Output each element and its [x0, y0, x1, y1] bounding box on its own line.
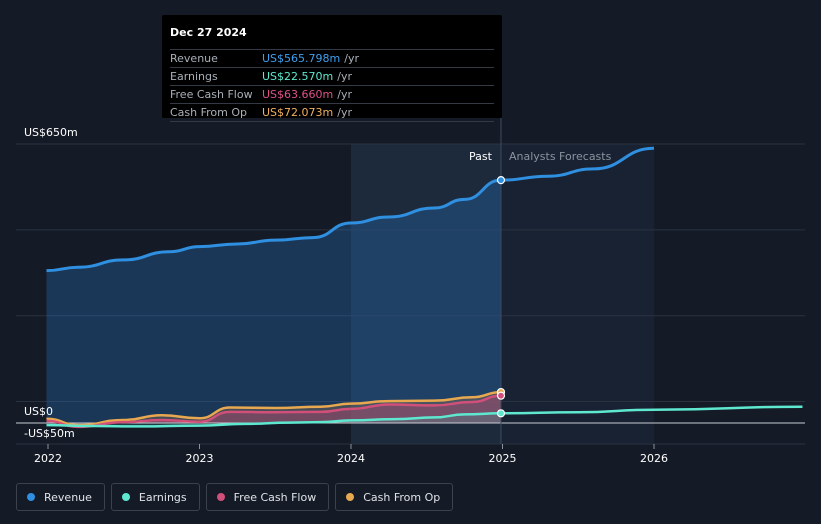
- y-label-bottom: -US$50m: [24, 427, 75, 440]
- tooltip-row-revenue: Revenue US$565.798m /yr: [170, 49, 494, 67]
- past-label: Past: [469, 150, 493, 163]
- tooltip-value: US$63.660m: [262, 88, 334, 101]
- y-label-zero: US$0: [24, 405, 53, 418]
- legend: Revenue Earnings Free Cash Flow Cash Fro…: [16, 483, 454, 513]
- x-tick-label: 2026: [640, 452, 668, 465]
- earnings-forecast-line: [500, 405, 803, 415]
- past-region-highlight: [351, 144, 501, 444]
- forecast-region: [500, 144, 654, 444]
- revenue-area: [46, 180, 501, 423]
- y-label-top: US$650m: [24, 126, 78, 139]
- legend-dot-icon: [27, 493, 35, 501]
- gridlines: [16, 143, 805, 445]
- tooltip-value: US$565.798m: [262, 52, 341, 65]
- tooltip-label: Free Cash Flow: [170, 88, 253, 101]
- earnings-line: [46, 412, 501, 428]
- x-tick-label: 2024: [337, 452, 365, 465]
- legend-item-cash-from-op[interactable]: Cash From Op: [335, 483, 454, 511]
- tooltip-unit: /yr: [337, 88, 352, 101]
- legend-dot-icon: [121, 493, 130, 501]
- free-cash-flow-marker: [496, 391, 506, 400]
- tooltip-label: Revenue: [170, 52, 218, 65]
- legend-item-revenue[interactable]: Revenue: [16, 483, 105, 511]
- free-cash-flow-line: [46, 394, 502, 429]
- x-tick-label: 2022: [34, 452, 62, 465]
- series-markers: [496, 176, 506, 418]
- tooltip-unit: /yr: [344, 52, 359, 65]
- tooltip-unit: /yr: [337, 70, 352, 83]
- revenue-line: [46, 178, 502, 273]
- legend-label: Revenue: [44, 490, 92, 504]
- tooltip-value: US$72.073m: [262, 106, 334, 119]
- legend-label: Free Cash Flow: [233, 490, 317, 504]
- cash-from-op-line: [46, 390, 502, 427]
- tooltip-value: US$22.570m: [262, 70, 334, 83]
- tooltip-date: Dec 27 2024: [170, 26, 247, 39]
- tooltip: Dec 27 2024 Revenue US$565.798m /yr Earn…: [162, 15, 502, 122]
- earnings-marker: [496, 409, 506, 418]
- tooltip-row-free-cash-flow: Free Cash Flow US$63.660m /yr: [170, 85, 494, 103]
- legend-dot-icon: [216, 493, 225, 501]
- revenue-forecast-line: [500, 146, 655, 182]
- tooltip-unit: /yr: [337, 106, 352, 119]
- x-tick-label: 2023: [186, 452, 214, 465]
- legend-dot-icon: [346, 493, 355, 501]
- legend-item-earnings[interactable]: Earnings: [110, 483, 200, 511]
- tooltip-row-earnings: Earnings US$22.570m /yr: [170, 67, 494, 85]
- series-lines: [46, 146, 803, 429]
- legend-label: Cash From Op: [363, 490, 441, 504]
- tooltip-label: Cash From Op: [170, 106, 248, 119]
- tooltip-row-cash-from-op: Cash From Op US$72.073m /yr: [170, 103, 494, 122]
- tooltip-label: Earnings: [170, 70, 218, 83]
- legend-item-free-cash-flow[interactable]: Free Cash Flow: [205, 483, 330, 511]
- revenue-marker: [496, 176, 506, 185]
- x-tick-label: 2025: [489, 452, 517, 465]
- x-axis-ticks: 2022 2023 2024 2025 2026: [34, 444, 668, 465]
- series-areas: [46, 180, 501, 427]
- forecast-label: Analysts Forecasts: [509, 150, 612, 163]
- legend-label: Earnings: [138, 490, 187, 504]
- chart: US$650m US$0 -US$50m Past Analysts Forec…: [16, 118, 805, 465]
